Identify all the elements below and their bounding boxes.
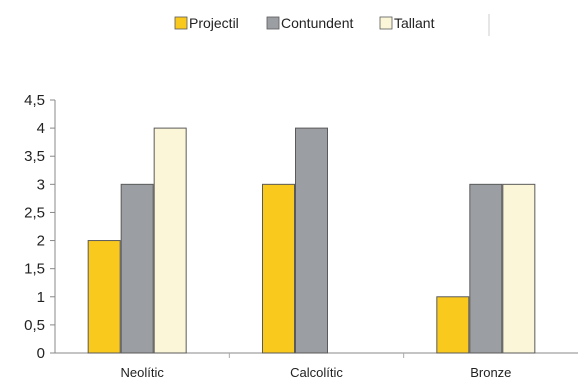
- legend-swatch-tallant: [379, 16, 393, 30]
- y-tick-label: 2,5: [24, 204, 45, 221]
- y-tick-label: 3: [37, 176, 45, 193]
- x-tick-label: Bronze: [470, 365, 511, 380]
- bar-projectil-2: [436, 296, 470, 354]
- y-tick-label: 4: [37, 120, 45, 137]
- y-tick-label: 4,5: [24, 92, 45, 109]
- bar-projectil-1: [262, 183, 295, 354]
- x-axis: Neolític Calcolític Bronze: [55, 352, 578, 380]
- legend-swatch-contundent: [266, 16, 280, 30]
- y-tick-label: 2: [37, 233, 45, 250]
- legend: Projectil Contundent Tallant: [174, 14, 490, 36]
- bar-tallant-0: [153, 127, 187, 354]
- legend-label-tallant: Tallant: [394, 15, 435, 31]
- y-tick-label: 1: [37, 289, 45, 306]
- y-tick-label: 0,5: [24, 317, 45, 334]
- bar-tallant-2: [502, 183, 536, 354]
- bar-projectil-0: [87, 240, 121, 354]
- y-tick-label: 0: [37, 345, 45, 362]
- y-tick-label: 1,5: [24, 261, 45, 278]
- bar-contundent-0: [120, 183, 154, 354]
- y-tick-label: 3,5: [24, 148, 45, 165]
- bar-contundent-2: [469, 183, 503, 354]
- legend-swatch-projectil: [174, 16, 188, 30]
- legend-label-contundent: Contundent: [281, 15, 354, 31]
- bars: [87, 127, 536, 354]
- legend-label-projectil: Projectil: [189, 15, 239, 31]
- x-tick-label: Calcolític: [290, 365, 343, 380]
- bar-contundent-1: [295, 127, 328, 354]
- y-axis: 0 0,5 1 1,5 2 2,5 3 3,5 4 4,5: [24, 92, 56, 362]
- x-tick-label: Neolític: [120, 365, 164, 380]
